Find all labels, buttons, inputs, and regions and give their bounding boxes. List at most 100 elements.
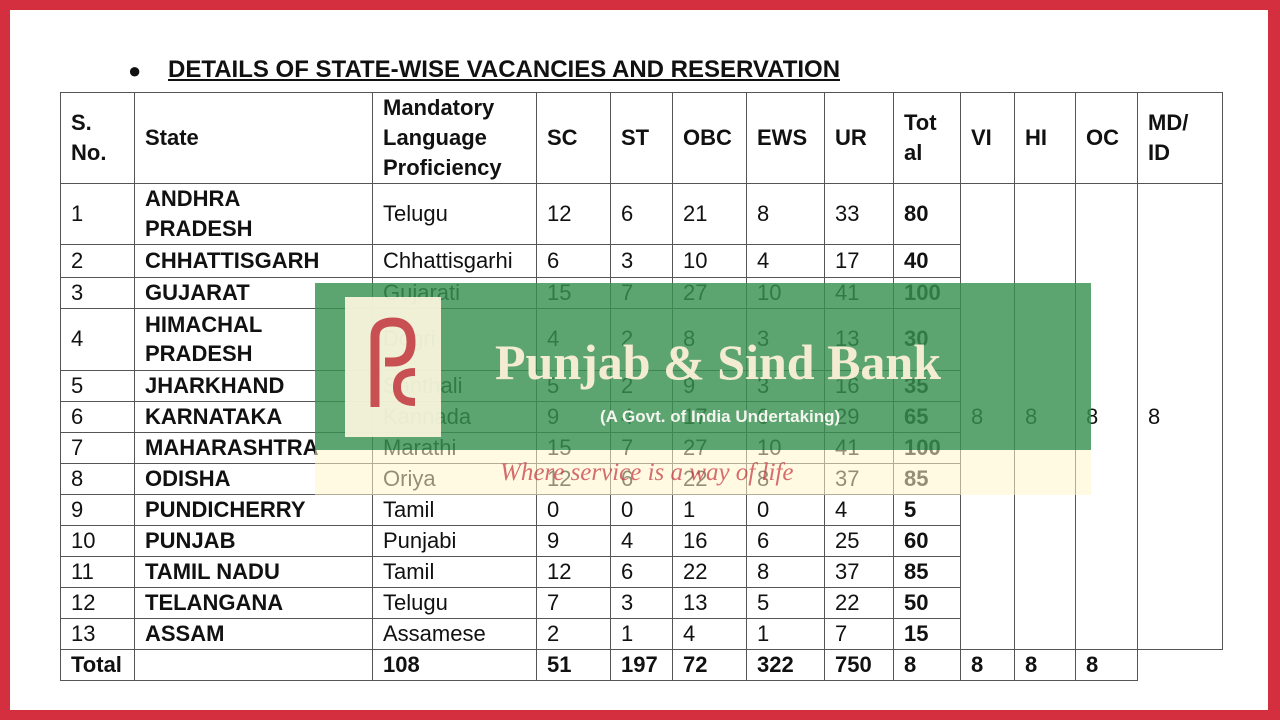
total-cell: 72 — [672, 648, 747, 681]
cell: PUNDICHERRY — [134, 493, 373, 526]
cell-text: Assamese — [383, 620, 486, 646]
cell: Tamil — [372, 555, 537, 588]
cell-text: 12 — [547, 558, 572, 584]
total-cell: 108 — [372, 648, 537, 681]
cell: 8 — [746, 183, 825, 245]
page: ● DETAILS OF STATE-WISE VACANCIES AND RE… — [10, 10, 1268, 710]
cell-text: 7 — [835, 620, 848, 646]
cell-text: 85 — [904, 465, 929, 491]
cell-text: 5 — [904, 496, 917, 522]
cell-text: 6 — [757, 527, 770, 553]
cell: 65 — [893, 400, 961, 433]
cell: 10 — [60, 524, 135, 557]
cell-text: 0 — [547, 496, 560, 522]
cell: 6 — [60, 400, 135, 433]
cell-text: 6 — [71, 403, 84, 429]
total-row: Total 108 51 197 72 322 750 8 8 8 8 — [60, 648, 1223, 681]
cell: 21 — [672, 183, 747, 245]
cell: 2 — [536, 617, 611, 650]
cell: 3 — [610, 244, 673, 278]
cell-text: Dogri — [383, 326, 436, 352]
data-row: 11 TAMIL NADU Tamil 12 6 22 8 37 85 — [60, 555, 1223, 588]
cell: 12 — [60, 586, 135, 619]
cell: 30 — [893, 307, 961, 371]
cell: 85 — [893, 462, 961, 495]
header-text: MD/ID — [1148, 110, 1189, 165]
cell-text: 10 — [71, 527, 96, 553]
cell-text: MAHARASHTRA — [145, 434, 319, 460]
cell-text: 1 — [621, 620, 634, 646]
cell: 7 — [60, 431, 135, 464]
total-cell: 750 — [824, 648, 894, 681]
cell: 5 — [60, 369, 135, 402]
cell-text: 25 — [835, 527, 860, 553]
header-text: VI — [971, 125, 992, 151]
cell-text: 8 — [71, 465, 84, 491]
cell-text: HIMACHAL PRADESH — [145, 311, 262, 367]
header-cell: MD/ID — [1137, 92, 1223, 184]
cell: 60 — [893, 524, 961, 557]
merged-cell: 8 — [1137, 183, 1223, 650]
cell-text: 21 — [683, 201, 708, 227]
cell-text: 15 — [904, 620, 929, 646]
cell: 25 — [824, 524, 894, 557]
data-row: 10 PUNJAB Punjabi 9 4 16 6 25 60 — [60, 524, 1223, 557]
cell-text: 13 — [71, 620, 96, 646]
cell-text: 15 — [547, 434, 572, 460]
cell-text: 85 — [904, 558, 929, 584]
cell: 12 — [536, 555, 611, 588]
cell-text: 6 — [621, 465, 634, 491]
header-cell: Total — [893, 92, 961, 184]
cell: 13 — [824, 307, 894, 371]
cell-text: 16 — [835, 372, 860, 398]
header-cell: SC — [536, 92, 611, 184]
header-text: OC — [1086, 125, 1119, 151]
cell: 8 — [60, 462, 135, 495]
cell-text: 7 — [547, 589, 560, 615]
cell: 6 — [610, 555, 673, 588]
cell-text: 27 — [683, 434, 708, 460]
cell-text: 10 — [757, 434, 782, 460]
cell: 27 — [672, 431, 747, 464]
cell: JHARKHAND — [134, 369, 373, 402]
data-row: 1 ANDHRA PRADESH Telugu 12 6 21 8 33 80 8 8 8 8 — [60, 183, 1223, 650]
cell-text: 9 — [547, 403, 560, 429]
cell-text: 16 — [683, 527, 708, 553]
cell-text: 5 — [71, 372, 84, 398]
cell-text: 0 — [621, 496, 634, 522]
cell-text: 41 — [835, 280, 860, 305]
cell-text: 2 — [621, 372, 634, 398]
cell-text: 50 — [904, 589, 929, 615]
cell: 15 — [893, 617, 961, 650]
cell: 9 — [536, 524, 611, 557]
cell-text: TELANGANA — [145, 589, 284, 615]
cell: 11 — [60, 555, 135, 588]
cell: 1 — [610, 617, 673, 650]
cell-text: 9 — [547, 527, 560, 553]
cell: 8 — [746, 462, 825, 495]
cell-text: 13 — [835, 326, 860, 352]
cell-text: 6 — [621, 558, 634, 584]
total-cell: 8 — [893, 648, 961, 681]
cell: 33 — [824, 183, 894, 245]
cell: 5 — [536, 369, 611, 402]
cell-text: 11 — [71, 558, 94, 584]
cell-text: 37 — [835, 465, 860, 491]
total-cell: 8 — [1014, 648, 1076, 681]
cell-text: 80 — [904, 201, 929, 227]
cell-text: 5 — [757, 589, 770, 615]
cell-text: 33 — [835, 201, 860, 227]
cell-text: 37 — [835, 558, 860, 584]
cell: 2 — [610, 307, 673, 371]
cell: 0 — [536, 493, 611, 526]
cell-text: 12 — [71, 589, 96, 615]
cell: 29 — [824, 400, 894, 433]
header-text: OBC — [683, 125, 732, 151]
merged-cell: 8 — [1075, 183, 1138, 650]
header-text: S. No. — [71, 110, 107, 165]
cell-text: 7 — [621, 280, 634, 305]
cell: Punjabi — [372, 524, 537, 557]
cell-text: 40 — [904, 248, 929, 274]
cell: 1 — [60, 183, 135, 245]
total-cell: 8 — [1075, 648, 1138, 681]
